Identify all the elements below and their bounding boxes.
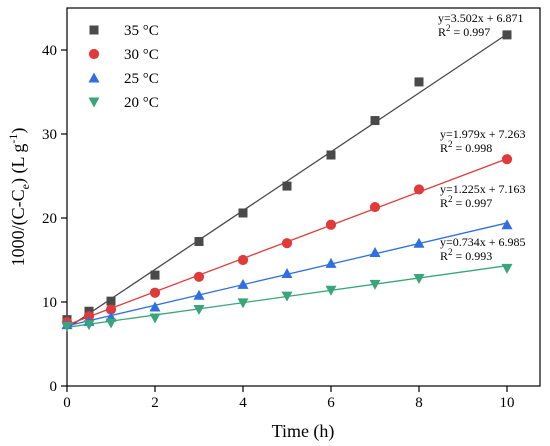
r-squared-value: = 0.998 [453,141,493,155]
y-tick-label: 30 [42,127,57,143]
r-squared-value: = 0.997 [451,25,491,39]
r-squared-value: = 0.993 [453,249,493,263]
y-axis-title-main: 1000/(C-C [8,189,29,266]
data-point [281,267,293,278]
data-point [105,304,117,315]
fit-r-squared: R2 = 0.998 [440,139,492,155]
data-point [193,289,205,300]
data-point [237,254,249,266]
data-point [413,237,425,248]
data-point [193,305,205,316]
legend-marker [88,97,100,108]
legend-label: 35 °C [124,23,159,39]
fit-line [66,33,508,329]
data-point [237,278,249,289]
fit-r-squared: R2 = 0.997 [440,194,492,210]
data-point [83,320,95,331]
x-tick-label: 6 [327,395,335,411]
data-point [413,184,425,195]
data-point [326,150,336,160]
data-point [414,77,424,87]
data-point [501,219,513,230]
legend-label: 30 °C [124,47,159,63]
data-point [281,291,293,302]
data-point [325,219,337,230]
data-point [325,285,337,296]
data-point [194,237,204,247]
x-tick-label: 2 [151,395,159,411]
fit-equation: y=0.734x + 6.985 [440,235,526,249]
data-point [369,201,381,213]
fit-equation: y=1.225x + 7.163 [440,182,526,196]
r-squared-exponent: 2 [448,194,453,204]
data-point [502,30,512,40]
data-point [369,246,381,257]
data-point [501,263,513,274]
r-squared-exponent: 2 [448,139,453,149]
data-markers [61,30,513,332]
r-squared-symbol: R [440,196,448,210]
data-point [61,321,73,332]
legend-marker [89,25,99,35]
data-point [369,279,381,290]
fit-equation: y=3.502x + 6.871 [438,11,524,25]
plot-frame [66,7,541,387]
fit-r-squared: R2 = 0.993 [440,247,492,263]
r-squared-symbol: R [438,25,446,39]
x-tick-label: 8 [415,395,423,411]
data-point [237,298,249,309]
r-squared-exponent: 2 [446,23,451,33]
fit-equation: y=1.979x + 7.263 [440,127,526,141]
data-point [149,301,161,312]
x-tick-label: 0 [63,395,71,411]
data-point [325,257,337,268]
x-tick-label: 4 [239,395,247,411]
legend: 35 °C 30 °C 25 °C 20 °C [88,23,159,111]
legend-marker [88,48,100,60]
data-point [413,273,425,284]
r-squared-symbol: R [440,141,448,155]
r-squared-value: = 0.997 [453,196,493,210]
x-axis-ticks: 0 2 4 6 8 10 [63,386,515,411]
y-tick-label: 40 [42,43,57,59]
data-point [149,287,161,298]
y-axis-title-close: ) [8,128,29,134]
r-squared-exponent: 2 [448,247,453,257]
legend-label: 20 °C [124,95,159,111]
x-axis-title: Time (h) [272,421,335,442]
data-point [238,208,248,218]
fit-r-squared: R2 = 0.997 [438,23,490,39]
data-point [149,313,161,324]
data-point [150,270,160,280]
data-point [105,318,117,329]
y-tick-label: 10 [42,295,57,311]
data-point [282,181,292,191]
data-point [370,116,380,126]
data-point [106,296,116,306]
data-point [281,238,293,249]
y-axis-title-superscript: -1 [6,134,20,144]
y-axis-title-subscript: e [18,184,32,189]
y-axis-title-units: ) (L g [8,144,29,184]
x-tick-label: 10 [500,395,515,411]
y-tick-label: 20 [42,211,57,227]
y-axis-ticks: 0 10 20 30 40 [42,43,67,395]
y-tick-label: 0 [50,379,58,395]
legend-marker [88,72,100,83]
data-point [193,271,205,282]
data-point [501,154,513,165]
r-squared-symbol: R [440,249,448,263]
legend-label: 25 °C [124,71,159,87]
y-axis-title: 1000/(C-Ce) (L g-1) [6,128,32,267]
